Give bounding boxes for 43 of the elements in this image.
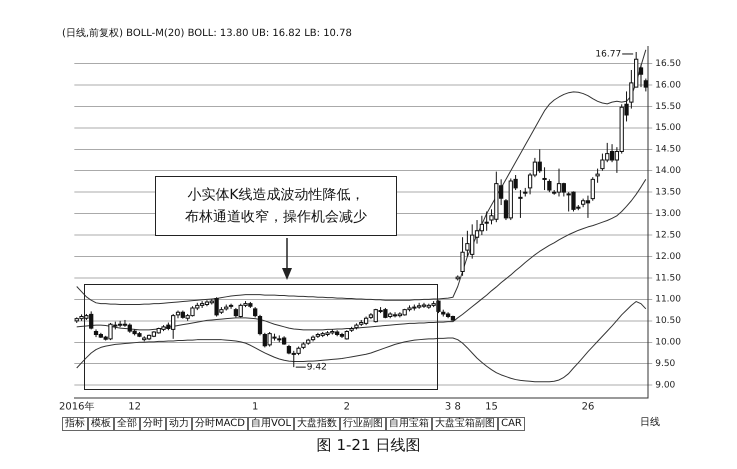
text: 分时: [140, 417, 166, 431]
y-tick-label: 9.00: [655, 380, 676, 390]
text: 指标: [62, 417, 88, 431]
text: 大盘宝箱副图: [432, 417, 498, 431]
x-tick-label: 2: [344, 402, 350, 413]
chart-subtitle: (日线,前复权) BOLL-M(20) BOLL: 13.80 UB: 16.82 LB: 10.78: [62, 26, 352, 40]
x-tick-label: 15: [485, 402, 498, 413]
x-tick-label: 2016年: [59, 400, 94, 413]
text: 自用宝箱: [386, 417, 432, 431]
text: 行业副图: [340, 417, 386, 431]
y-tick-label: 13.50: [655, 188, 682, 198]
y-tick-label: 15.00: [655, 123, 682, 134]
x-tick-label: 26: [582, 402, 594, 413]
y-tick-label: 10.00: [655, 338, 682, 348]
x-tick-label: 12: [128, 402, 141, 413]
text: 自用VOL: [248, 417, 294, 431]
y-tick-label: 12.00: [655, 252, 682, 262]
x-tick-label: 3: [444, 402, 452, 413]
y-tick-label: 11.00: [655, 294, 682, 305]
y-tick-label: 9.50: [655, 359, 676, 370]
text: 图 1-21 日线图: [316, 436, 422, 455]
text: 全部: [114, 417, 140, 431]
y-tick-label: 15.50: [655, 102, 682, 112]
text: 日线: [640, 417, 660, 429]
y-tick-label: 14.00: [655, 166, 682, 176]
y-tick-label: 16.00: [655, 80, 682, 90]
y-tick-label: 10.50: [655, 316, 682, 326]
annotation: 16.77: [595, 49, 622, 60]
y-tick-label: 12.50: [655, 230, 682, 240]
text: 大盘指数: [294, 417, 340, 431]
text: 模板: [88, 417, 114, 431]
text: 分时MACD: [192, 417, 248, 431]
text: CAR: [498, 417, 525, 431]
y-tick-label: 16.50: [655, 58, 682, 69]
x-tick-label: 1: [252, 402, 258, 413]
y-tick-label: 14.50: [655, 144, 682, 155]
y-tick-label: 13.00: [655, 208, 682, 219]
x-tick-label: 8: [454, 402, 461, 413]
y-tick-label: 11.50: [655, 273, 682, 284]
callout-box: 小实体K线造成波动性降低，布林通道收窄，操作机会减少: [155, 176, 397, 236]
annotation: 9.42: [306, 362, 327, 372]
annotation: 小实体K线造成波动性降低，布林通道收窄，操作机会减少: [185, 186, 367, 227]
text: 动力: [166, 417, 192, 431]
